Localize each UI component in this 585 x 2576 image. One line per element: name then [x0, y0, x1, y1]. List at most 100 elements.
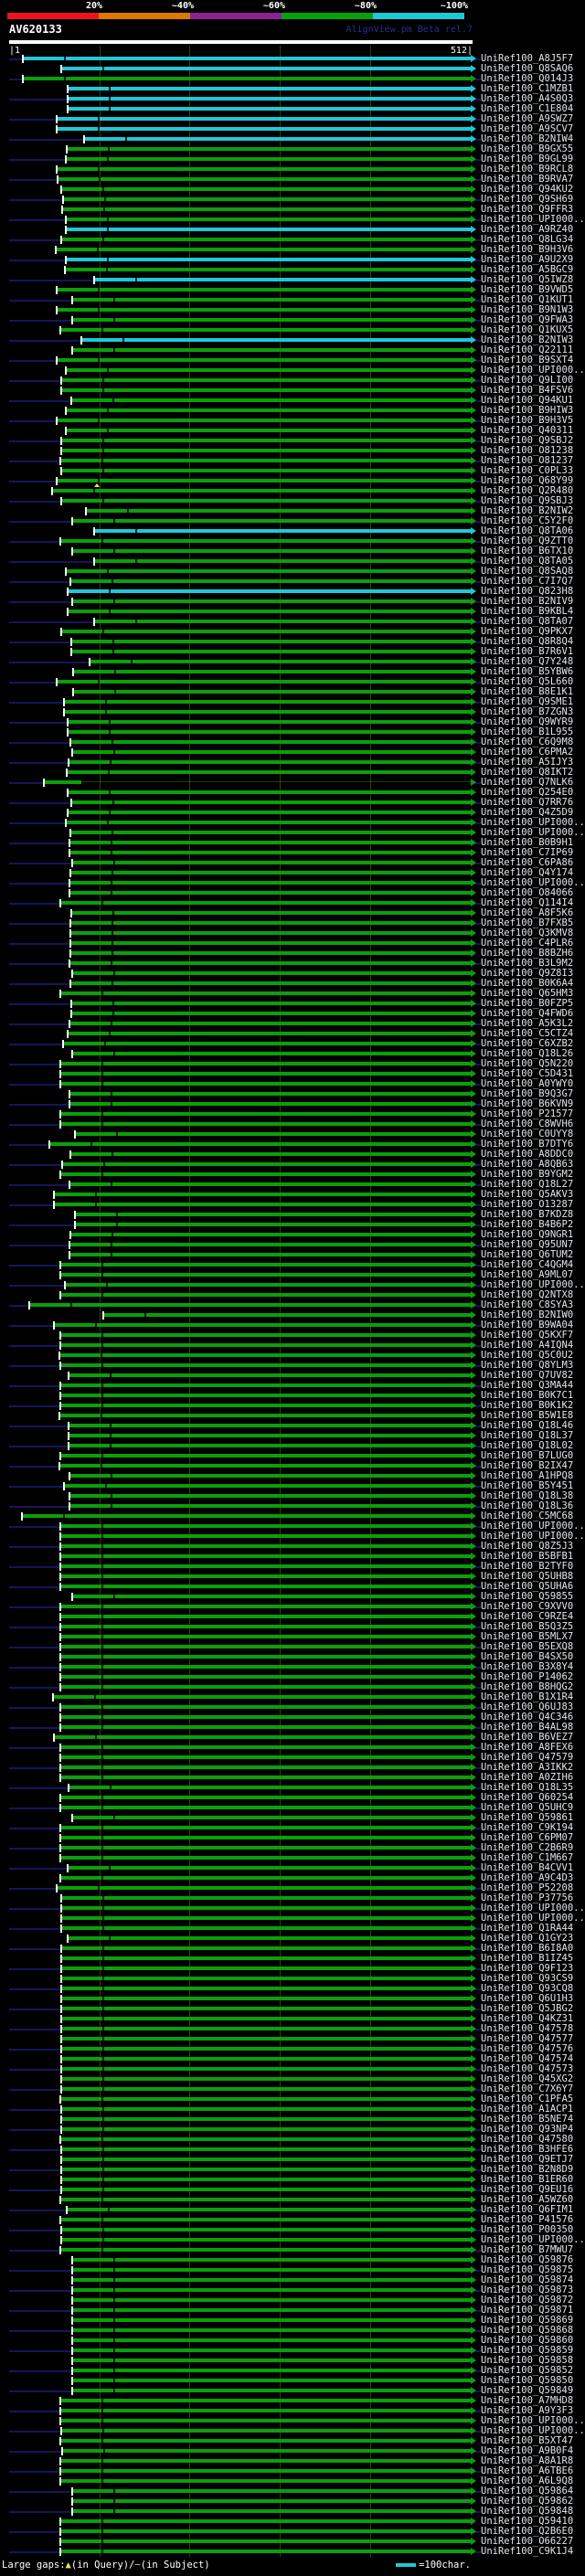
hit-label[interactable]: UniRef100_A0YWY0: [481, 1078, 574, 1089]
alignment-bar[interactable]: [60, 1524, 471, 1528]
alignment-bar[interactable]: [60, 1574, 471, 1578]
alignment-bar[interactable]: [61, 449, 471, 452]
hit-label[interactable]: UniRef100_B4FSV6: [481, 385, 574, 396]
alignment-bar[interactable]: [61, 2047, 471, 2051]
hit-label[interactable]: UniRef100_Q18L37: [481, 1430, 574, 1441]
hit-label[interactable]: UniRef100_C5D431: [481, 1068, 574, 1079]
hit-label[interactable]: UniRef100_Q5KXF7: [481, 1330, 574, 1341]
hit-label[interactable]: UniRef100_Q9SBJ2: [481, 435, 574, 446]
hit-label[interactable]: UniRef100_A5K3L2: [481, 1018, 574, 1029]
alignment-bar[interactable]: [60, 1263, 471, 1267]
alignment-bar[interactable]: [70, 921, 471, 925]
hit-label[interactable]: UniRef100_Q59849: [481, 2385, 574, 2396]
hit-label[interactable]: UniRef100_Q1RA44: [481, 1923, 574, 1934]
alignment-bar[interactable]: [69, 1494, 471, 1498]
alignment-bar[interactable]: [80, 338, 471, 342]
alignment-bar[interactable]: [61, 378, 471, 382]
hit-label[interactable]: UniRef100_Q5C0U2: [481, 1350, 574, 1361]
hit-label[interactable]: UniRef100_Q18L46: [481, 1420, 574, 1431]
alignment-bar[interactable]: [60, 1112, 471, 1116]
alignment-bar[interactable]: [67, 147, 471, 151]
hit-label[interactable]: UniRef100_B0K6A4: [481, 978, 574, 989]
hit-label[interactable]: UniRef100_Q7NLK6: [481, 777, 574, 788]
hit-label[interactable]: UniRef100_C8SYA3: [481, 1299, 574, 1310]
hit-label[interactable]: UniRef100_C1PFA5: [481, 2094, 574, 2104]
alignment-bar[interactable]: [69, 881, 471, 885]
alignment-bar[interactable]: [59, 1414, 471, 1417]
alignment-bar[interactable]: [60, 2459, 471, 2463]
hit-label[interactable]: UniRef100_A4S0Q3: [481, 93, 574, 104]
hit-label[interactable]: UniRef100_B9VWD5: [481, 284, 574, 295]
alignment-bar[interactable]: [73, 690, 471, 694]
hit-label[interactable]: UniRef100_Q47577: [481, 2033, 574, 2044]
hit-label[interactable]: UniRef100_Q9FFR3: [481, 204, 574, 215]
hit-label[interactable]: UniRef100_Q47580: [481, 2134, 574, 2145]
hit-label[interactable]: UniRef100_B1L955: [481, 726, 574, 737]
alignment-bar[interactable]: [72, 750, 471, 754]
alignment-bar[interactable]: [60, 2519, 471, 2523]
alignment-bar[interactable]: [68, 1032, 471, 1035]
hit-label[interactable]: UniRef100_UPI000..: [481, 817, 585, 828]
alignment-bar[interactable]: [72, 2359, 471, 2362]
hit-label[interactable]: UniRef100_Q4KZ31: [481, 2013, 574, 2024]
alignment-bar[interactable]: [60, 2549, 471, 2553]
hit-label[interactable]: UniRef100_Q94KU2: [481, 184, 574, 195]
alignment-bar[interactable]: [60, 1564, 471, 1568]
hit-label[interactable]: UniRef100_Q22111: [481, 345, 574, 355]
hit-label[interactable]: UniRef100_C6PM07: [481, 1832, 574, 1843]
alignment-bar[interactable]: [54, 1735, 471, 1739]
hit-label[interactable]: UniRef100_O66227: [481, 2536, 574, 2547]
alignment-bar[interactable]: [72, 348, 471, 352]
hit-label[interactable]: UniRef100_UPI000..: [481, 1279, 585, 1290]
alignment-bar[interactable]: [28, 1303, 471, 1307]
alignment-bar[interactable]: [69, 851, 471, 854]
hit-label[interactable]: UniRef100_B9YGM2: [481, 1169, 574, 1180]
alignment-bar[interactable]: [72, 1595, 471, 1598]
alignment-bar[interactable]: [22, 57, 471, 60]
alignment-bar[interactable]: [60, 2248, 471, 2252]
hit-label[interactable]: UniRef100_Q2B6E0: [481, 2526, 574, 2537]
hit-label[interactable]: UniRef100_Q6UJ83: [481, 1701, 574, 1712]
hit-label[interactable]: UniRef100_Q6TUM2: [481, 1249, 574, 1260]
alignment-bar[interactable]: [65, 268, 471, 271]
hit-label[interactable]: UniRef100_A9ML07: [481, 1269, 574, 1280]
hit-label[interactable]: UniRef100_C0PL33: [481, 465, 574, 476]
hit-label[interactable]: UniRef100_A1ACP1: [481, 2104, 574, 2115]
alignment-bar[interactable]: [60, 539, 471, 543]
alignment-bar[interactable]: [61, 2228, 471, 2231]
hit-label[interactable]: UniRef100_Q59850: [481, 2375, 574, 2386]
alignment-bar[interactable]: [63, 197, 471, 201]
alignment-bar[interactable]: [57, 419, 471, 422]
alignment-bar[interactable]: [61, 2147, 471, 2151]
alignment-bar[interactable]: [65, 1283, 471, 1287]
hit-label[interactable]: UniRef100_B2NIW2: [481, 505, 574, 516]
hit-label[interactable]: UniRef100_B8HQG2: [481, 1681, 574, 1692]
hit-label[interactable]: UniRef100_Q18L35: [481, 1782, 574, 1793]
hit-label[interactable]: UniRef100_A9U2X9: [481, 254, 574, 265]
hit-label[interactable]: UniRef100_Q18L36: [481, 1500, 574, 1511]
hit-label[interactable]: UniRef100_C4QGM4: [481, 1259, 574, 1270]
alignment-bar[interactable]: [75, 1213, 471, 1216]
hit-label[interactable]: UniRef100_Q5UHC9: [481, 1802, 574, 1813]
hit-label[interactable]: UniRef100_Q18L27: [481, 1179, 574, 1190]
hit-label[interactable]: UniRef100_B7LUG0: [481, 1450, 574, 1461]
hit-label[interactable]: UniRef100_C6PA86: [481, 857, 574, 868]
hit-label[interactable]: UniRef100_Q3MA44: [481, 1380, 574, 1391]
hit-label[interactable]: UniRef100_A9C4D3: [481, 1872, 574, 1883]
hit-label[interactable]: UniRef100_Q9Z8I3: [481, 968, 574, 979]
hit-label[interactable]: UniRef100_B6KVN9: [481, 1098, 574, 1109]
alignment-bar[interactable]: [61, 2238, 471, 2242]
alignment-bar[interactable]: [75, 1132, 471, 1136]
alignment-bar[interactable]: [60, 1122, 471, 1126]
alignment-bar[interactable]: [72, 1052, 471, 1055]
hit-label[interactable]: UniRef100_A8A1R8: [481, 2455, 574, 2466]
hit-label[interactable]: UniRef100_C7I7Q7: [481, 576, 574, 587]
alignment-bar[interactable]: [67, 2208, 471, 2211]
hit-label[interactable]: UniRef100_B7ZGN3: [481, 706, 574, 717]
hit-label[interactable]: UniRef100_C9K194: [481, 1822, 574, 1833]
alignment-bar[interactable]: [60, 1333, 471, 1337]
hit-label[interactable]: UniRef100_B1X1R4: [481, 1691, 574, 1702]
alignment-bar[interactable]: [61, 1896, 471, 1900]
hit-label[interactable]: UniRef100_Q9SME1: [481, 696, 574, 707]
alignment-bar[interactable]: [69, 1786, 471, 1789]
